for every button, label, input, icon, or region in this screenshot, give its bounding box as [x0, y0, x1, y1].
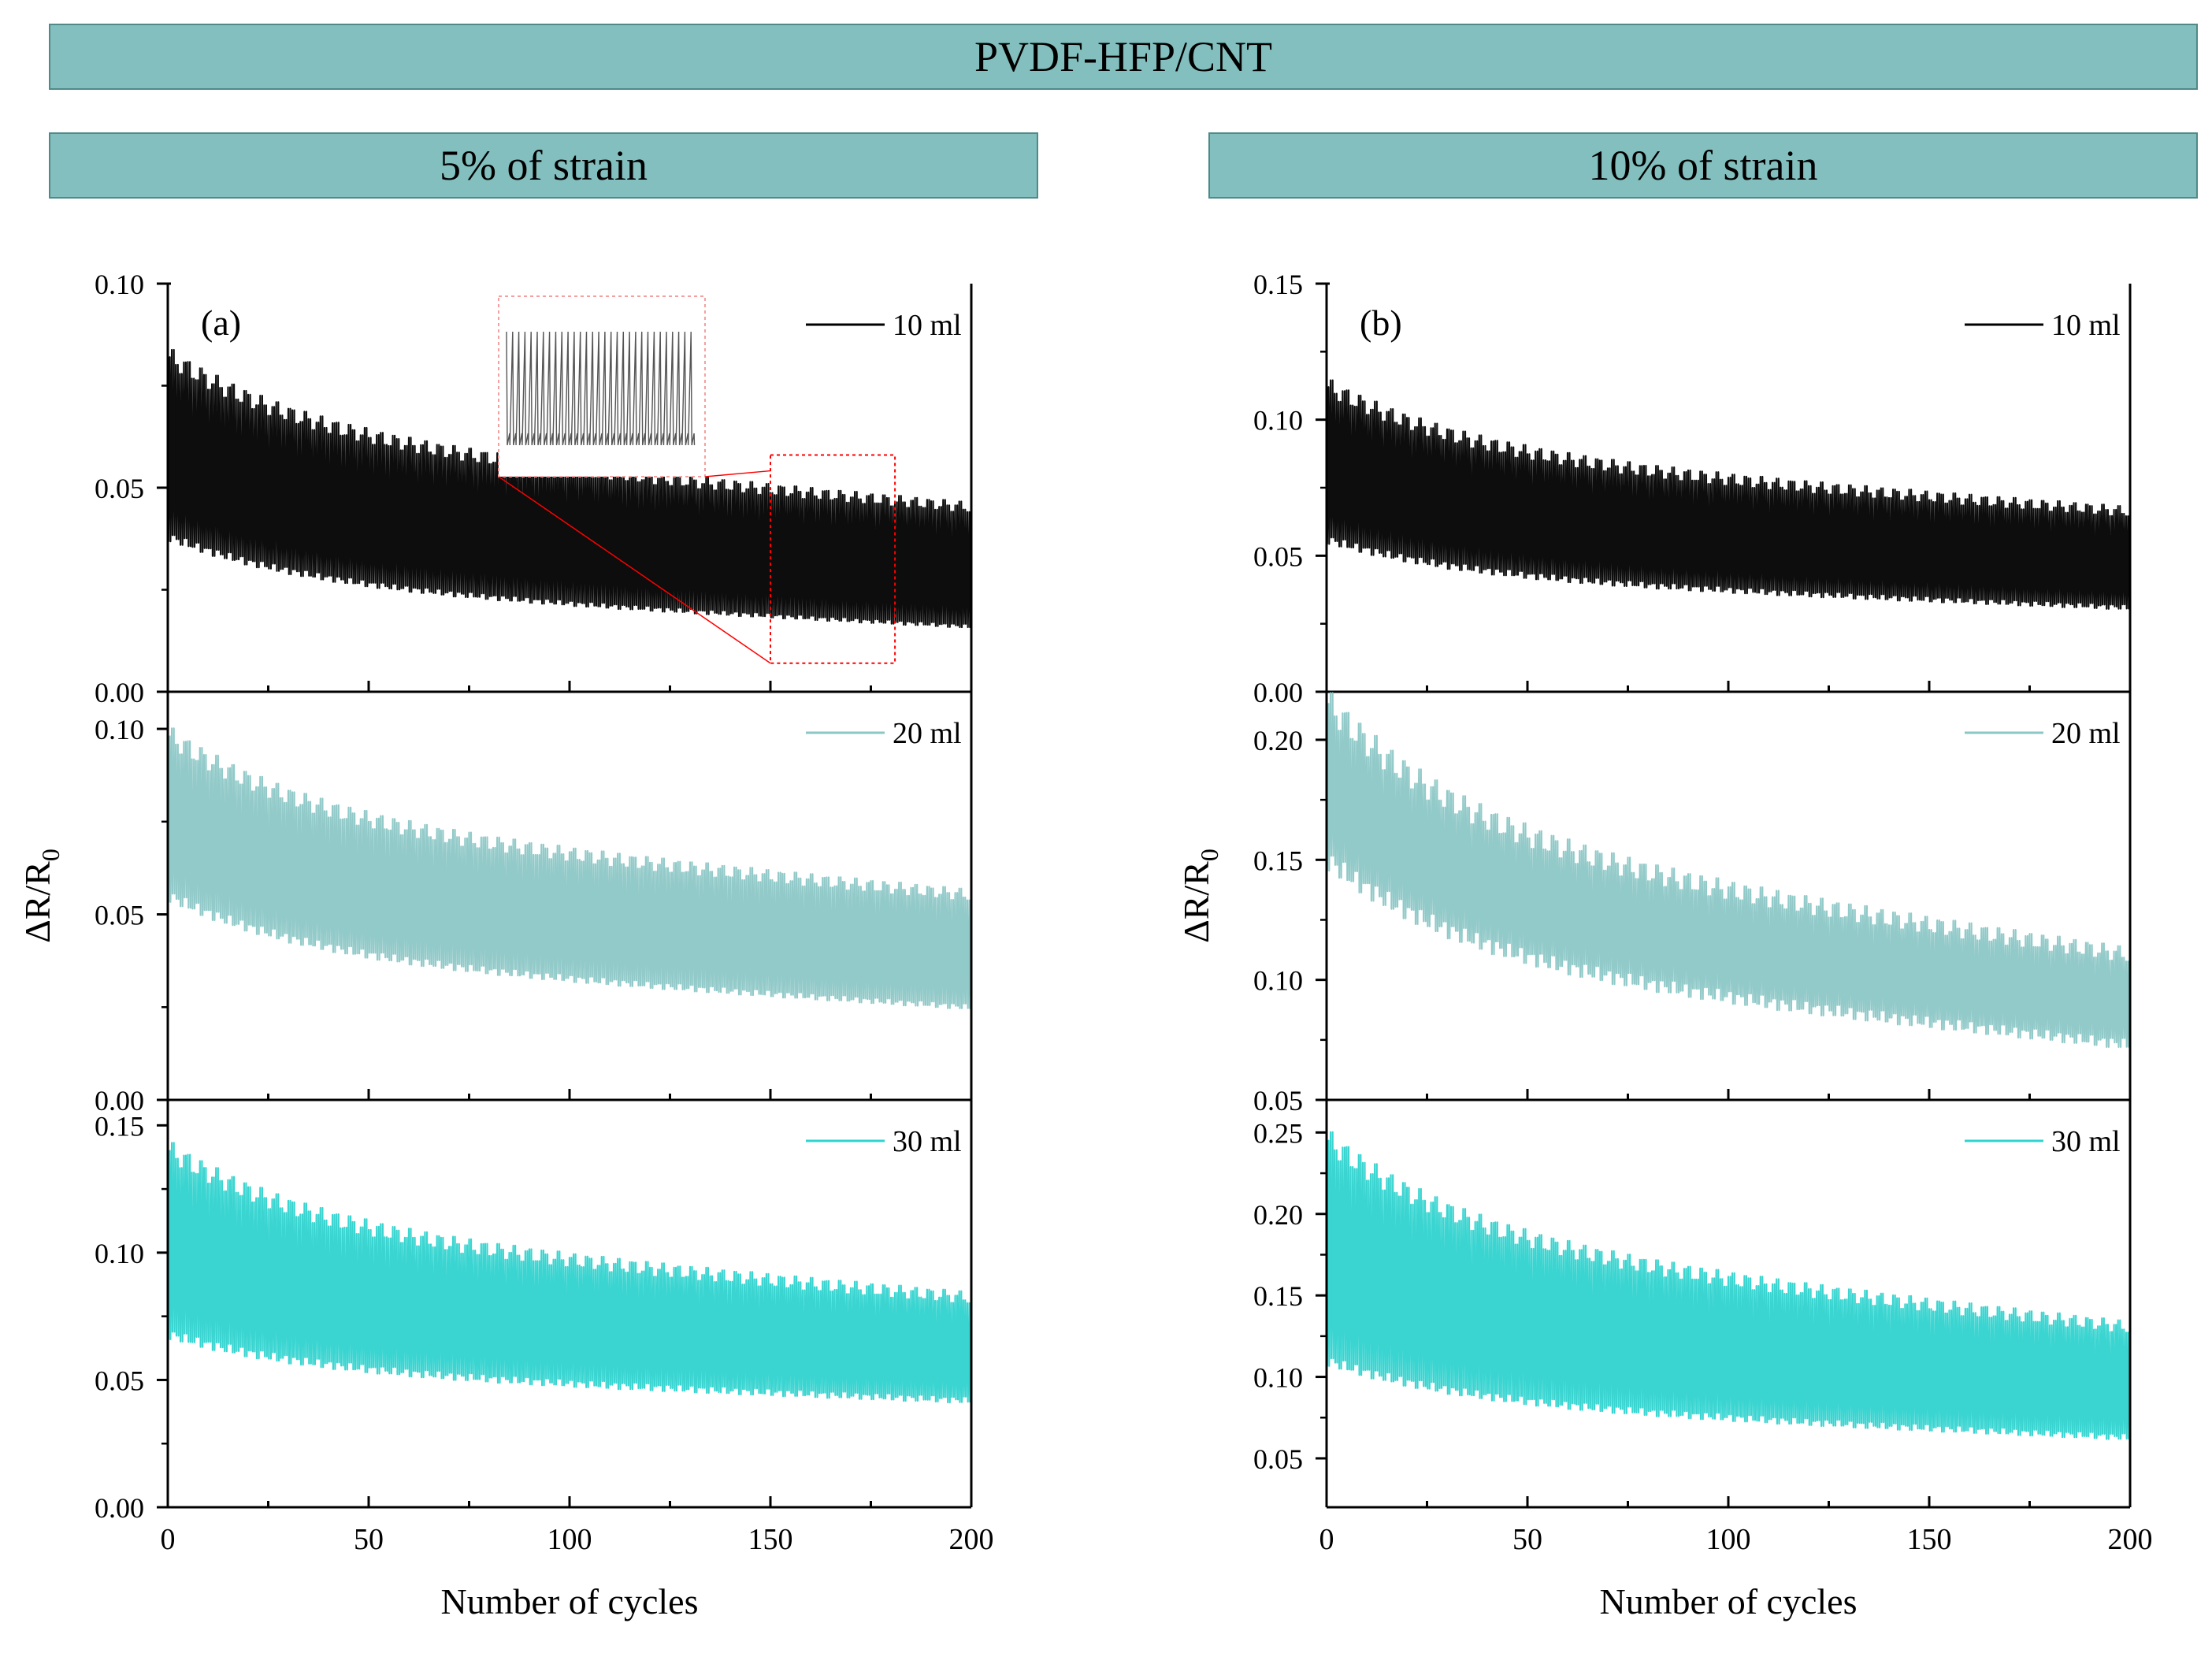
- series-line-30ml: [168, 1142, 971, 1404]
- y-tick-label: 0.20: [1253, 1199, 1303, 1231]
- inset-connector: [498, 476, 771, 664]
- panel-0-subplot-2: 0.00 0.05 0.10 0.15 30 ml: [95, 1100, 973, 1524]
- x-tick-label: 200: [2108, 1523, 2153, 1556]
- panel-0-subplot-0: 0.00 0.05 0.10 10 ml: [95, 269, 973, 708]
- x-tick-label: 150: [748, 1523, 793, 1556]
- right-panel-title: 10% of strain: [1588, 142, 1818, 189]
- left-panel-banner: 5% of strain: [49, 132, 1038, 199]
- panel-label: (b): [1360, 303, 1402, 343]
- y-tick-label: 0.05: [1253, 1085, 1303, 1116]
- panel-1-subplot-0: 0.00 0.05 0.10 0.15 10 ml: [1253, 269, 2132, 708]
- series-line-20ml: [168, 727, 971, 1009]
- series-line-20ml: [1327, 692, 2130, 1048]
- inset-frame: [498, 295, 706, 477]
- inset-waveform: [506, 331, 696, 446]
- y-tick-label: 0.05: [95, 1365, 144, 1396]
- y-tick-label: 0.05: [95, 473, 144, 504]
- zoom-region-box: [770, 454, 896, 664]
- y-axis-label: ΔR/R0: [17, 849, 65, 943]
- legend-label: 20 ml: [2051, 717, 2121, 750]
- series-line-10ml: [1327, 379, 2130, 610]
- series-line-30ml: [1327, 1131, 2130, 1440]
- y-tick-label: 0.15: [95, 1110, 144, 1142]
- y-tick-label: 0.10: [1253, 405, 1303, 436]
- x-tick-label: 150: [1907, 1523, 1952, 1556]
- panel-1-subplot-2: 0.05 0.10 0.15 0.20 0.25 30 ml: [1253, 1100, 2132, 1509]
- legend-label: 30 ml: [2051, 1125, 2121, 1158]
- x-tick-label: 50: [354, 1523, 384, 1556]
- x-tick-label: 100: [1706, 1523, 1751, 1556]
- y-tick-label: 0.00: [95, 1492, 144, 1524]
- y-tick-label: 0.10: [95, 1238, 144, 1269]
- x-tick-label: 100: [547, 1523, 592, 1556]
- y-tick-label: 0.10: [1253, 965, 1303, 997]
- figure-title: PVDF-HFP/CNT: [974, 33, 1273, 80]
- legend-label: 10 ml: [893, 309, 962, 342]
- x-tick-label: 200: [949, 1523, 994, 1556]
- panel-label: (a): [201, 303, 241, 343]
- right-panel-banner: 10% of strain: [1208, 132, 2198, 199]
- x-axis-label: Number of cycles: [1600, 1581, 1858, 1621]
- y-tick-label: 0.05: [95, 900, 144, 931]
- y-tick-label: 0.00: [95, 1085, 144, 1116]
- zoom-inset: [498, 295, 896, 664]
- series-line-10ml: [168, 348, 971, 629]
- panel-0-subplot-1: 0.00 0.05 0.10 20 ml: [95, 692, 973, 1116]
- y-tick-label: 0.25: [1253, 1117, 1303, 1149]
- panel-1-subplot-1: 0.05 0.10 0.15 0.20 20 ml: [1253, 692, 2132, 1116]
- y-tick-label: 0.10: [95, 269, 144, 300]
- y-tick-label: 0.10: [95, 714, 144, 745]
- legend-label: 20 ml: [893, 717, 962, 750]
- x-tick-label: 0: [161, 1523, 176, 1556]
- legend-label: 10 ml: [2051, 309, 2121, 342]
- y-tick-label: 0.15: [1253, 269, 1303, 300]
- y-tick-label: 0.15: [1253, 845, 1303, 876]
- y-tick-label: 0.05: [1253, 1443, 1303, 1475]
- x-axis-label: Number of cycles: [441, 1581, 699, 1621]
- legend-label: 30 ml: [893, 1125, 962, 1158]
- y-axis-label: ΔR/R0: [1176, 849, 1223, 943]
- y-tick-label: 0.00: [95, 677, 144, 708]
- y-tick-label: 0.05: [1253, 540, 1303, 572]
- y-tick-label: 0.10: [1253, 1362, 1303, 1394]
- x-tick-label: 50: [1512, 1523, 1542, 1556]
- y-tick-label: 0.20: [1253, 725, 1303, 756]
- inset-connector: [704, 470, 771, 477]
- y-tick-label: 0.15: [1253, 1280, 1303, 1312]
- x-tick-label: 0: [1319, 1523, 1334, 1556]
- left-panel-title: 5% of strain: [440, 142, 648, 189]
- y-tick-label: 0.00: [1253, 677, 1303, 708]
- figure-title-banner: PVDF-HFP/CNT: [49, 24, 2198, 90]
